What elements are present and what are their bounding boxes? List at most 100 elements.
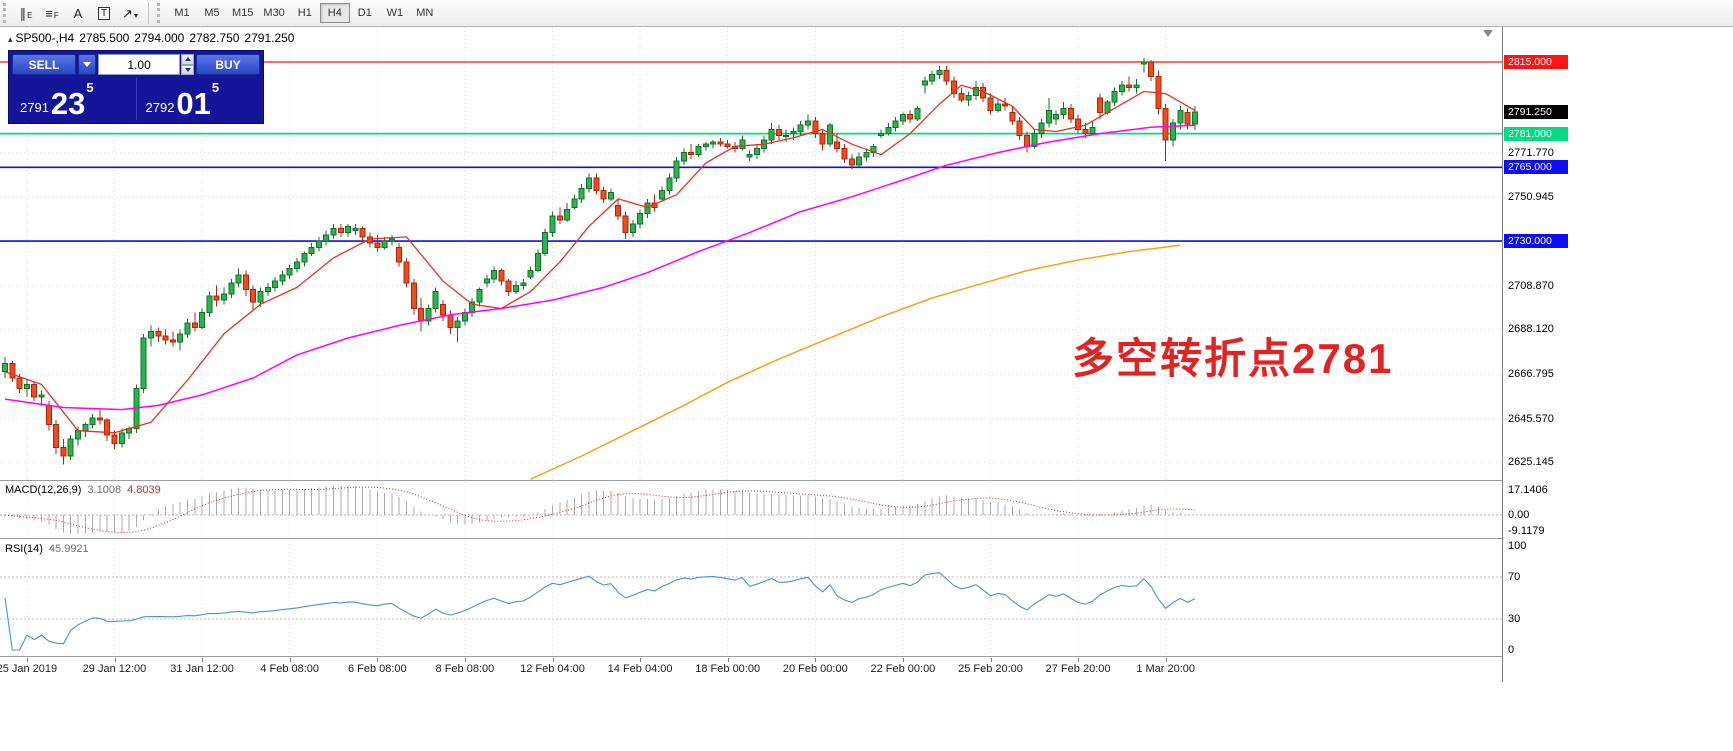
- panel-separator[interactable]: [0, 480, 1569, 481]
- time-tick: [727, 658, 729, 662]
- moving-average-fast-red[interactable]: [4, 84, 1196, 434]
- tool-text-label-button[interactable]: T: [91, 2, 117, 24]
- rsi-axis-label: 30: [1508, 612, 1521, 625]
- macd-axis-label: -9.1179: [1508, 525, 1545, 537]
- price-tick-label: 2750.945: [1508, 190, 1554, 203]
- time-tick: [1078, 658, 1080, 662]
- timeframe-button-h1[interactable]: H1: [290, 3, 320, 23]
- time-tick: [202, 658, 204, 662]
- toolbar-grip[interactable]: [157, 3, 162, 23]
- tool-equidistant-channel-button[interactable]: ∥ E: [13, 2, 39, 24]
- time-tick: [289, 658, 291, 662]
- time-axis-label: 29 Jan 12:00: [82, 663, 147, 675]
- volume-increase-button[interactable]: [181, 54, 194, 65]
- chevron-down-icon: ▾: [133, 11, 138, 20]
- time-tick: [1165, 658, 1167, 662]
- ohlc-low: 2782.750: [189, 31, 240, 45]
- spinner-down-icon: [184, 67, 191, 72]
- panel-separator[interactable]: [0, 656, 1569, 657]
- volume-input[interactable]: [98, 54, 181, 75]
- current-price-tag: 2791.250: [1504, 105, 1568, 120]
- toolbar-separator: [148, 2, 149, 24]
- timeframe-button-m1[interactable]: M1: [167, 3, 197, 23]
- panel-separator[interactable]: [0, 538, 1569, 539]
- macd-axis-label: 0.00: [1508, 509, 1530, 522]
- text-label-icon: T: [97, 6, 111, 20]
- tool-arrows-button[interactable]: ↗ ▾: [117, 2, 143, 24]
- time-axis-label: 8 Feb 08:00: [435, 663, 495, 675]
- level-price-tag[interactable]: 2815.000: [1504, 54, 1568, 69]
- price-tick-label: 2708.870: [1508, 279, 1554, 292]
- price-tick-label: 2666.795: [1508, 368, 1554, 381]
- price-chart-canvas[interactable]: [0, 27, 1502, 480]
- time-axis-label: 20 Feb 00:00: [782, 663, 848, 675]
- ohlc-high: 2794.000: [134, 31, 185, 45]
- time-axis-label: 22 Feb 00:00: [870, 663, 936, 675]
- rsi-value: 45.9921: [48, 543, 89, 555]
- timeframe-button-m30[interactable]: M30: [258, 3, 289, 23]
- tool-text-button[interactable]: A: [65, 2, 91, 24]
- volume-dropdown-button[interactable]: [78, 54, 96, 75]
- time-axis-label: 18 Feb 00:00: [695, 663, 761, 675]
- macd-signal-value: 4.8039: [127, 484, 161, 496]
- price-divider: [135, 77, 137, 120]
- moving-average-slow-orange[interactable]: [530, 244, 1181, 480]
- macd-label: MACD(12,26,9) 3.1008 4.8039: [5, 484, 161, 496]
- moving-average-mid-magenta[interactable]: [4, 124, 1195, 411]
- time-tick: [990, 658, 992, 662]
- sell-button[interactable]: SELL: [12, 54, 76, 75]
- price-tick-label: 2625.145: [1508, 456, 1554, 468]
- tool-fibonacci-button[interactable]: ≡ F: [39, 2, 65, 24]
- time-tick: [464, 658, 466, 662]
- time-tick: [640, 658, 642, 662]
- time-axis-label: 25 Feb 20:00: [958, 663, 1023, 675]
- macd-histogram: [11, 486, 1196, 534]
- rsi-indicator-canvas[interactable]: [0, 540, 1502, 656]
- price-axis[interactable]: 2771.770 2750.945 2708.870 2688.120 2666.795…: [1502, 27, 1569, 682]
- ask-price[interactable]: 2792 01 5: [145, 80, 220, 121]
- chart-window: 2771.770 2750.945 2708.870 2688.120 2666.795…: [0, 27, 1569, 682]
- timeframe-button-d1[interactable]: D1: [350, 3, 380, 23]
- level-price-tag[interactable]: 2730.000: [1504, 234, 1568, 249]
- time-tick: [377, 658, 379, 662]
- toolbar-grip[interactable]: [3, 3, 8, 23]
- macd-main-value: 3.1008: [87, 484, 122, 496]
- timeframe-button-m15[interactable]: M15: [227, 3, 258, 23]
- time-tick: [26, 658, 28, 662]
- spinner-up-icon: [184, 57, 191, 62]
- chevron-down-icon: [83, 62, 91, 67]
- timeframe-button-w1[interactable]: W1: [380, 3, 410, 23]
- time-tick: [815, 658, 817, 662]
- time-axis-label: 4 Feb 08:00: [260, 663, 320, 675]
- macd-grid-layer: [0, 482, 1502, 538]
- rsi-line: [4, 572, 1196, 651]
- ohlc-close: 2791.250: [244, 31, 295, 45]
- level-price-tag[interactable]: 2765.000: [1504, 160, 1568, 175]
- candles-layer: [2, 57, 1198, 465]
- rsi-label: RSI(14) 45.9921: [5, 543, 89, 555]
- timeframe-button-mn[interactable]: MN: [410, 3, 440, 23]
- time-tick: [114, 658, 116, 662]
- macd-axis-label: 17.1406: [1508, 484, 1548, 496]
- chart-shift-marker-icon[interactable]: [1483, 30, 1493, 37]
- collapse-triangle-icon[interactable]: ▴: [8, 34, 13, 44]
- macd-indicator-canvas[interactable]: [0, 482, 1502, 538]
- arrow-icon: ↗: [122, 5, 133, 21]
- price-tick-label: 2688.120: [1508, 323, 1554, 336]
- symbol-period-label: SP500-,H4: [15, 31, 75, 45]
- volume-decrease-button[interactable]: [181, 64, 194, 75]
- rsi-axis-label: 0: [1508, 644, 1515, 656]
- buy-button[interactable]: BUY: [196, 54, 260, 75]
- timeframe-button-m5[interactable]: M5: [197, 3, 227, 23]
- time-axis-label: 31 Jan 12:00: [170, 663, 234, 675]
- timeframe-button-h4[interactable]: H4: [319, 3, 350, 23]
- bid-price[interactable]: 2791 23 5: [20, 80, 94, 121]
- time-axis[interactable]: 25 Jan 2019 29 Jan 12:00 31 Jan 12:00 4 Feb…: [0, 658, 1502, 680]
- text-icon: A: [73, 5, 83, 21]
- level-price-tag[interactable]: 2781.000: [1504, 126, 1568, 141]
- chart-symbol-header: ▴ SP500-,H4 2785.500 2794.000 2782.750 2791.2…: [8, 31, 294, 45]
- timeframes-toolbar: M1 M5 M15 M30 H1 H4 D1 W1 MN: [167, 3, 440, 23]
- time-axis-label: 12 Feb 04:00: [520, 663, 585, 675]
- chart-annotation-text: 多空转折点2781: [1072, 335, 1394, 382]
